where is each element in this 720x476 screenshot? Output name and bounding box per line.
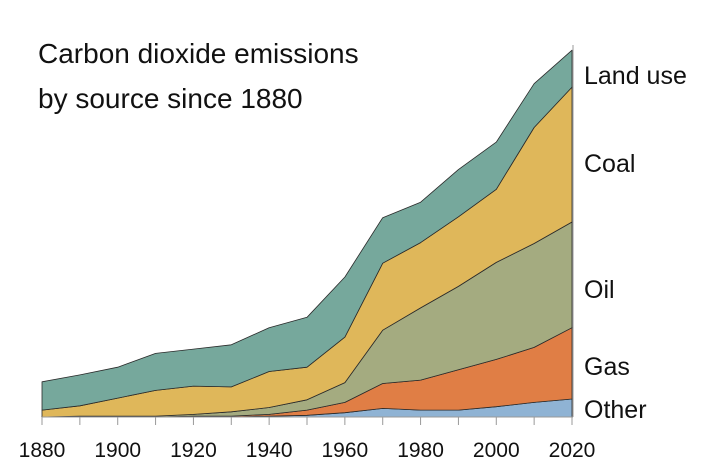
- x-tick-label: 1960: [321, 439, 368, 462]
- x-tick-label: 1940: [246, 439, 293, 462]
- x-tick-label: 1900: [94, 439, 141, 462]
- areas: [41, 45, 574, 418]
- area-land-use: [41, 49, 573, 411]
- series-label-oil: Oil: [584, 276, 615, 304]
- x-tick-label: 1920: [170, 439, 217, 462]
- x-tick-label: 2020: [549, 439, 596, 462]
- x-tick-label: 1880: [19, 439, 66, 462]
- series-label-land-use: Land use: [584, 62, 687, 90]
- series-label-gas: Gas: [584, 353, 630, 381]
- x-axis-ticks: 1880 1900 1920 1940 1960 1980 2000 2020: [19, 417, 596, 462]
- series-label-coal: Coal: [584, 150, 635, 178]
- series-labels: Other Gas Oil Coal Land use: [584, 62, 687, 424]
- chart-title-line-1: Carbon dioxide emissions: [38, 38, 359, 69]
- x-tick-label: 1980: [397, 439, 444, 462]
- series-label-other: Other: [584, 396, 647, 424]
- x-tick-label: 2000: [473, 439, 520, 462]
- chart-title-line-2: by source since 1880: [38, 83, 303, 114]
